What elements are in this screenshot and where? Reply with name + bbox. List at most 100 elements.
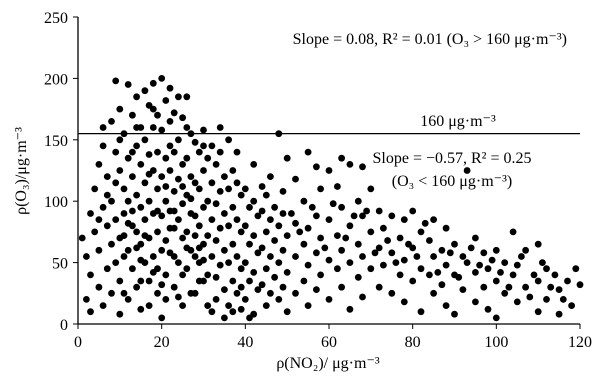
data-point xyxy=(133,283,141,291)
data-point xyxy=(149,105,157,113)
data-point xyxy=(112,148,120,156)
data-point xyxy=(388,289,396,297)
data-point xyxy=(166,167,174,174)
data-point xyxy=(346,259,354,266)
data-point xyxy=(338,203,345,211)
data-point xyxy=(120,232,128,240)
data-point xyxy=(288,210,295,217)
data-point xyxy=(212,273,220,281)
data-point xyxy=(116,105,124,113)
data-point xyxy=(513,298,521,306)
data-point xyxy=(162,183,170,190)
data-point xyxy=(292,289,299,297)
data-point xyxy=(375,207,383,215)
data-point xyxy=(472,298,479,306)
data-point xyxy=(400,298,408,306)
data-point xyxy=(388,249,396,257)
data-point xyxy=(95,283,103,291)
data-point xyxy=(137,161,145,168)
data-points xyxy=(78,75,584,322)
data-point xyxy=(179,200,187,208)
data-point xyxy=(87,210,94,217)
data-point xyxy=(129,111,136,119)
data-point xyxy=(179,302,187,309)
data-point xyxy=(195,244,203,252)
data-point xyxy=(233,179,241,187)
data-point xyxy=(304,148,312,156)
data-point xyxy=(417,228,425,236)
data-point xyxy=(208,216,216,224)
data-point xyxy=(363,207,370,215)
data-point xyxy=(183,154,191,162)
data-point xyxy=(229,203,237,211)
data-point xyxy=(233,216,241,224)
data-point xyxy=(271,203,278,211)
data-point xyxy=(275,296,283,303)
data-point xyxy=(179,114,187,122)
data-point xyxy=(451,240,458,248)
data-point xyxy=(505,283,513,291)
data-point xyxy=(509,271,517,279)
data-point xyxy=(313,163,320,171)
y-tick-label: 200 xyxy=(44,71,68,88)
data-point xyxy=(325,216,333,224)
data-point xyxy=(99,203,107,211)
data-point xyxy=(576,281,584,289)
data-point xyxy=(250,161,258,168)
data-point xyxy=(262,302,270,309)
data-point xyxy=(183,265,191,273)
data-point xyxy=(241,259,249,266)
data-point xyxy=(359,163,366,171)
data-point xyxy=(304,224,312,232)
x-tick-label: 0 xyxy=(74,334,82,351)
data-point xyxy=(338,154,345,162)
data-point xyxy=(555,286,563,293)
data-point xyxy=(154,228,161,236)
data-point xyxy=(158,75,166,82)
data-point xyxy=(463,259,471,266)
x-axis-label: ρ(NO₂)/ μg·m⁻³ xyxy=(276,355,380,372)
annotation-upper: Slope = 0.08, R² = 0.01 (O₃ > 160 μg·m⁻³… xyxy=(293,31,567,48)
data-point xyxy=(492,246,500,254)
data-point xyxy=(195,185,203,193)
data-point xyxy=(313,249,320,257)
data-point xyxy=(367,228,375,236)
data-point xyxy=(518,253,525,260)
data-point xyxy=(95,161,103,168)
data-point xyxy=(543,265,550,273)
data-point xyxy=(300,240,308,248)
data-point xyxy=(216,124,224,131)
data-point xyxy=(170,148,178,156)
data-point xyxy=(246,203,253,211)
data-point xyxy=(509,228,517,236)
data-point xyxy=(133,191,141,199)
data-point xyxy=(124,246,132,254)
x-tick-label: 60 xyxy=(321,334,337,351)
data-point xyxy=(103,173,111,181)
data-point xyxy=(133,228,141,236)
data-point xyxy=(145,277,153,285)
data-point xyxy=(195,277,203,285)
data-point xyxy=(175,136,182,144)
data-point xyxy=(271,273,278,281)
data-point xyxy=(442,261,450,269)
data-point xyxy=(99,302,107,309)
data-point xyxy=(304,261,312,269)
data-point xyxy=(149,253,157,260)
data-point xyxy=(317,234,324,242)
data-point xyxy=(543,296,550,303)
data-point xyxy=(438,246,446,254)
data-point xyxy=(430,216,437,224)
data-point xyxy=(539,259,546,266)
data-point xyxy=(304,302,312,309)
data-point xyxy=(170,109,178,117)
data-point xyxy=(83,296,90,303)
data-point xyxy=(225,136,233,144)
data-point xyxy=(154,289,161,297)
data-point xyxy=(212,237,220,244)
data-point xyxy=(292,175,299,183)
data-point xyxy=(375,244,383,252)
data-point xyxy=(384,237,391,244)
data-point xyxy=(555,310,563,318)
data-point xyxy=(396,271,404,279)
